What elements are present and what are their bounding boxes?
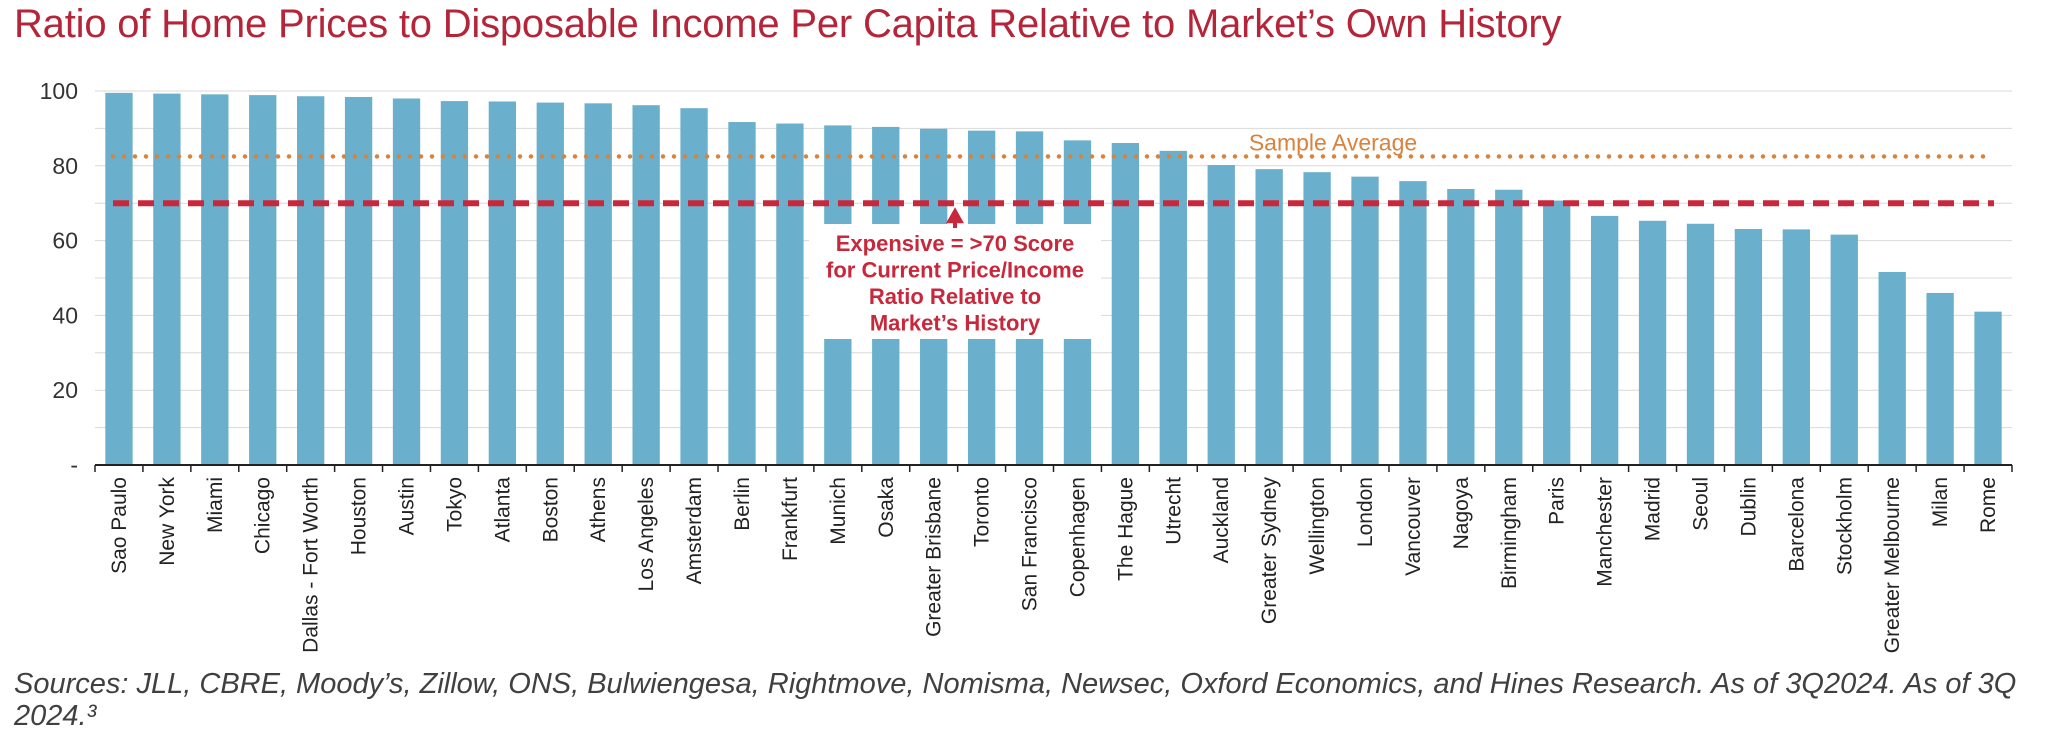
category-label: Miami <box>204 477 227 533</box>
bar <box>1399 181 1427 465</box>
bar <box>536 102 564 466</box>
category-label: Auckland <box>1210 477 1233 563</box>
bar <box>1543 200 1571 465</box>
bar <box>1495 189 1523 465</box>
category-label: Chicago <box>252 477 275 554</box>
category-label: Copenhagen <box>1066 477 1089 597</box>
category-label: San Francisco <box>1019 477 1042 611</box>
bar <box>1878 272 1906 465</box>
category-label: Rome <box>1977 477 2000 533</box>
bar <box>632 105 660 465</box>
category-label: Boston <box>539 477 562 542</box>
category-label: Stockholm <box>1833 477 1856 575</box>
category-label: Barcelona <box>1785 477 1808 572</box>
category-label: Amsterdam <box>683 477 706 584</box>
category-label: Paris <box>1546 477 1569 525</box>
category-label: Athens <box>587 477 610 542</box>
category-label: Los Angeles <box>635 477 658 591</box>
category-label: Seoul <box>1689 477 1712 531</box>
bar <box>249 95 277 465</box>
category-label: Berlin <box>731 477 754 531</box>
category-label: Utrecht <box>1162 477 1185 545</box>
category-label: Atlanta <box>491 477 514 543</box>
bar <box>392 98 421 465</box>
bar <box>1159 150 1187 465</box>
category-label: Madrid <box>1642 477 1665 541</box>
bar <box>1638 220 1667 465</box>
bar <box>584 103 612 465</box>
bar <box>1111 142 1140 465</box>
bar <box>1207 165 1235 465</box>
sample-average-label: Sample Average <box>1249 129 1417 155</box>
bar <box>440 101 469 466</box>
bar-chart: - 20 40 60 80 100 Sao Paulo New York Miami Chica… <box>40 78 2013 653</box>
category-label: Sao Paulo <box>108 477 131 574</box>
annotation-text: Expensive = >70 Score for Current Price/I… <box>826 231 1084 336</box>
bar <box>1686 223 1715 465</box>
bar <box>1303 172 1331 465</box>
bar <box>1255 169 1283 465</box>
category-label: Manchester <box>1594 477 1617 587</box>
bar <box>297 96 325 466</box>
category-label: Wellington <box>1306 477 1329 575</box>
bar <box>1926 292 1954 465</box>
y-tick-label: 80 <box>52 153 78 179</box>
category-label: Osaka <box>875 477 898 538</box>
bar <box>488 101 517 466</box>
bar <box>1734 229 1763 465</box>
category-label: Frankfurt <box>779 477 802 561</box>
bar <box>680 108 708 465</box>
category-label: Birmingham <box>1498 477 1521 589</box>
category-label: Munich <box>827 477 850 545</box>
bar <box>201 94 229 465</box>
category-label: Houston <box>348 477 371 555</box>
reference-lines: Sample Average <box>110 129 1994 207</box>
category-label: Tokyo <box>443 477 466 532</box>
bar <box>344 96 373 465</box>
category-label: New York <box>156 477 179 566</box>
y-tick-label: 100 <box>40 78 78 104</box>
category-label: Toronto <box>971 477 994 547</box>
bar <box>1782 229 1810 465</box>
bar <box>776 123 804 466</box>
bar <box>1351 176 1379 465</box>
category-label: Dallas - Fort Worth <box>300 477 323 653</box>
category-label: Vancouver <box>1402 477 1425 576</box>
bar <box>1974 311 2002 465</box>
category-label: Greater Sydney <box>1258 477 1281 625</box>
category-label: Dublin <box>1737 477 1760 537</box>
x-axis: Sao Paulo New York Miami Chicago Dallas - Fo… <box>94 464 2013 653</box>
annotation: Expensive = >70 Score for Current Price/I… <box>809 207 1101 339</box>
bar <box>1590 215 1619 465</box>
bar <box>105 92 133 466</box>
annotation-arrow-head <box>946 207 964 224</box>
category-label: Austin <box>396 477 419 535</box>
bar <box>728 122 756 466</box>
bar <box>153 93 181 466</box>
annotation-background <box>809 224 1101 339</box>
bar <box>1447 188 1475 465</box>
category-label: The Hague <box>1114 477 1137 581</box>
category-label: London <box>1354 477 1377 547</box>
bar <box>1830 234 1858 465</box>
y-axis: - 20 40 60 80 100 <box>40 78 78 478</box>
y-tick-label: - <box>70 452 78 478</box>
category-label: Greater Melbourne <box>1881 477 1904 653</box>
y-tick-label: 40 <box>52 302 78 328</box>
chart-title: Ratio of Home Prices to Disposable Incom… <box>14 2 1562 46</box>
category-label: Milan <box>1929 477 1952 527</box>
category-label: Greater Brisbane <box>923 477 946 637</box>
source-note: Sources: JLL, CBRE, Moody’s, Zillow, ONS… <box>14 668 2017 732</box>
y-tick-label: 20 <box>52 377 78 403</box>
y-tick-label: 60 <box>52 228 78 254</box>
category-label: Nagoya <box>1450 477 1473 550</box>
